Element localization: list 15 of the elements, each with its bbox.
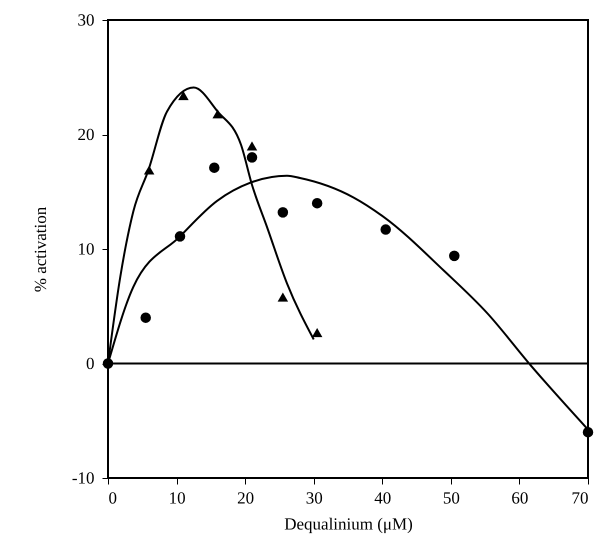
x-tick-label: 20 — [237, 488, 254, 508]
x-axis-title: Dequalinium (μM) — [284, 514, 413, 534]
x-tick-label: 10 — [168, 488, 186, 508]
x-tick-label: 60 — [511, 488, 528, 508]
y-tick-label: 30 — [78, 10, 94, 30]
y-tick-label: -10 — [72, 468, 94, 488]
y-tick-label: 20 — [78, 125, 94, 144]
x-tick-label: 0 — [108, 488, 117, 508]
y-tick-label: 0 — [86, 354, 94, 373]
y-tick-label: 10 — [78, 240, 94, 258]
x-tick-label: 30 — [306, 488, 323, 508]
x-tick-label: 40 — [374, 488, 392, 508]
x-tick-label: 50 — [442, 488, 460, 508]
y-axis-title: % activation — [30, 206, 50, 292]
x-tick-label: 70 — [572, 488, 588, 508]
